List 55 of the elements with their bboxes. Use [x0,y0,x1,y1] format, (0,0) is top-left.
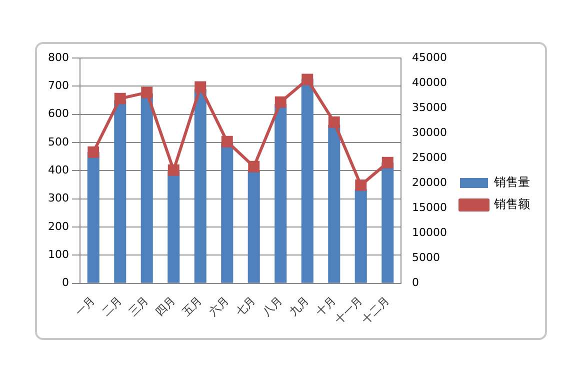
bar [140,93,153,283]
bar [248,170,260,283]
y2-tick-label: 0 [412,276,420,290]
bar [87,152,100,283]
x-tick-label: 二月 [100,294,124,319]
point [328,116,340,128]
point [302,74,314,86]
point [248,160,260,172]
bar [301,78,314,283]
bar [168,171,180,283]
y-tick-label: 700 [48,79,69,92]
point [114,92,126,104]
y2-tick-label: 10000 [412,226,448,240]
point [382,156,394,168]
x-tick-label: 四月 [153,294,178,319]
x-tick-label: 一月 [72,294,98,319]
x-tick-label: 八月 [260,294,285,319]
x-tick-label: 六月 [206,294,232,319]
x-tick-label: 五月 [180,294,205,319]
legend-label: 销售量 [493,175,530,190]
bar [354,189,367,283]
point [168,164,180,176]
x-tick-label: 九月 [286,294,312,319]
point [194,81,206,93]
bar [328,124,340,283]
y-tick-label: 400 [48,164,69,177]
point [88,146,100,158]
y2-tick-label: 15000 [412,201,448,214]
y-tick-label: 100 [48,248,69,262]
bar [274,104,287,283]
x-tick-label: 七月 [233,294,258,319]
y2-tick-label: 40000 [412,76,448,89]
y-tick-label: 800 [48,50,69,64]
bar [114,100,126,283]
bar [382,162,394,283]
point [355,179,367,191]
y-tick-label: 200 [48,220,69,233]
y-tick-label: 0 [62,276,69,290]
y-tick-label: 500 [48,135,69,148]
legend-label: 销售额 [493,197,530,212]
y-tick-label: 300 [48,192,69,205]
point [141,86,153,98]
bar [194,88,206,283]
point [221,136,233,148]
x-tick-label: 十月 [314,294,338,319]
y2-tick-label: 45000 [412,50,448,64]
x-tick-label: 三月 [126,294,152,319]
y2-tick-label: 30000 [412,126,448,139]
y2-tick-label: 5000 [412,251,440,264]
y2-tick-label: 35000 [412,100,448,114]
bar [221,142,234,283]
point [274,96,286,108]
y2-tick-label: 25000 [412,151,448,164]
y-tick-label: 600 [48,107,69,120]
y2-tick-label: 20000 [412,176,448,190]
